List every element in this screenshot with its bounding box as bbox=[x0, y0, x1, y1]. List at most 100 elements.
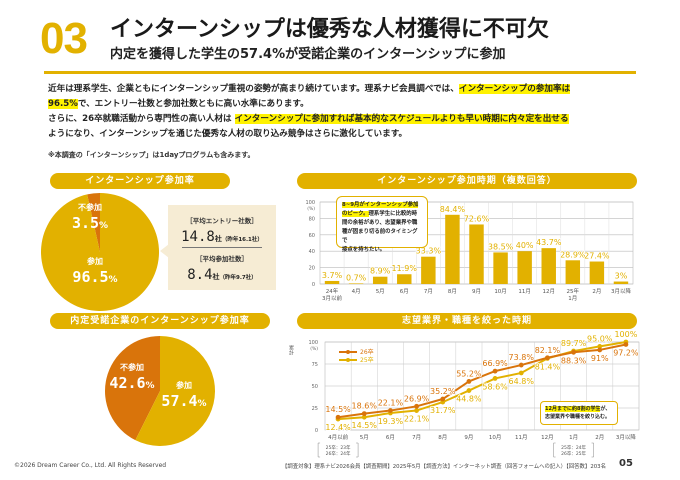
copyright: ©2026 Dream Career Co., Ltd. All Rights … bbox=[14, 462, 167, 469]
line-x-tick-label: 6月 bbox=[386, 434, 395, 441]
pie1-no-unit: % bbox=[99, 221, 109, 231]
pie1-no-label: 不参加 bbox=[78, 203, 102, 212]
callout-line: 間の余裕があり、志望業界や職 bbox=[342, 220, 418, 226]
bar-value-label: 0.7% bbox=[346, 273, 367, 282]
line-x-tick-label: 7月 bbox=[412, 434, 421, 441]
line-value-label: 19.3% bbox=[378, 417, 404, 426]
bar bbox=[324, 280, 340, 284]
pie1-yes-label: 参加 bbox=[87, 257, 103, 266]
year-note-start-line-2: 26卒：24年 bbox=[326, 450, 351, 457]
bar-value-label: 43.7% bbox=[536, 238, 562, 247]
bar-y-tick-label: 100 bbox=[305, 200, 315, 206]
bar-value-label: 33.3% bbox=[416, 247, 442, 256]
timing-panel-title: インターンシップ参加時期（複数回答） bbox=[297, 173, 637, 189]
section-number: 03 bbox=[40, 14, 88, 63]
avg-join-prev: （昨年9.7社） bbox=[219, 275, 257, 281]
line-value-label: 22.1% bbox=[404, 415, 430, 424]
line-point bbox=[414, 408, 419, 413]
bar-x-tick-label: 24年 bbox=[326, 287, 339, 295]
highlight-text: 96.5% bbox=[48, 99, 78, 109]
avg-entry-prev: （昨年16.1社） bbox=[221, 237, 263, 243]
line-x-tick-label: 8月 bbox=[438, 434, 447, 441]
bar-x-tick-label: 4月 bbox=[352, 288, 361, 295]
bar bbox=[469, 224, 484, 284]
bar-value-label: 38.5% bbox=[488, 242, 514, 251]
line-series-26 bbox=[337, 343, 627, 419]
intro-text: ようになり、インターンシップを通じた優秀な人材の取り込み競争はさらに激化していま… bbox=[48, 129, 408, 139]
line-x-tick-label: 9月 bbox=[464, 434, 473, 441]
avg-box-pointer bbox=[160, 244, 169, 258]
line-value-label: 100% bbox=[614, 330, 637, 339]
avg-join-value: 8.4 bbox=[187, 267, 213, 283]
line-x-tick-label: 12月 bbox=[541, 434, 554, 441]
line-value-label: 22.1% bbox=[378, 399, 404, 408]
line-point bbox=[597, 344, 603, 349]
intro-text: で、エントリー社数と参加社数ともに高い水準にあります。 bbox=[77, 99, 309, 109]
line-value-label: 14.5% bbox=[325, 405, 351, 414]
line-value-label: 55.2% bbox=[456, 369, 482, 378]
bar bbox=[397, 274, 412, 284]
line-value-label: 18.6% bbox=[352, 402, 378, 411]
bar-x-tick-label: 7月 bbox=[424, 288, 433, 295]
legend-label: 25卒 bbox=[360, 356, 374, 364]
pie2-label-no: 不参加 42.6% bbox=[104, 362, 160, 392]
callout-highlight: 8~9月がインターンシップ参加 bbox=[342, 202, 419, 208]
bar-y-axis-label: (%) bbox=[307, 206, 315, 212]
bar-y-tick-label: 20 bbox=[309, 266, 315, 272]
line-x-tick-label: 1月 bbox=[569, 434, 578, 441]
bar-x-tick-label: 9月 bbox=[472, 288, 481, 295]
year-note-jan-line-2: 26卒：25年 bbox=[561, 450, 586, 457]
intro-line-1: 近年は理系学生、企業ともにインターンシップ重視の姿勢が高まり続けています。理系ナ… bbox=[48, 82, 640, 97]
bar bbox=[421, 256, 436, 284]
line-point bbox=[518, 362, 524, 368]
pie1-yes-unit: % bbox=[108, 275, 118, 285]
line-value-label: 89.7% bbox=[561, 339, 587, 348]
pie1-no-value: 3.5 bbox=[71, 214, 100, 232]
bar-value-label: 72.6% bbox=[464, 214, 490, 223]
callout-line: 接点を持ちたい。 bbox=[342, 247, 386, 253]
intro-line-2: 96.5%で、エントリー社数と参加社数ともに高い水準にあります。 bbox=[48, 97, 640, 112]
bar-value-label: 3% bbox=[615, 272, 628, 281]
intro-text: さらに、26卒就職活動から専門性の高い人材は bbox=[48, 114, 235, 124]
line-point bbox=[623, 342, 629, 347]
bar-value-label: 28.9% bbox=[560, 250, 586, 259]
line-value-label: 12.4% bbox=[325, 423, 351, 432]
participation-panel-title: インターンシップ参加率 bbox=[50, 173, 230, 189]
pie2-no-unit: % bbox=[145, 381, 155, 391]
line-y-axis-label: 累計 bbox=[288, 345, 294, 356]
legend-marker bbox=[346, 350, 350, 354]
line-point bbox=[440, 396, 446, 402]
line-value-label: 95.0% bbox=[587, 334, 613, 343]
bar-y-tick-label: 40 bbox=[309, 249, 315, 255]
bar-value-label: 3.7% bbox=[322, 271, 343, 280]
pie1-label-yes: 参加 96.5% bbox=[62, 256, 128, 286]
intro-line-3: さらに、26卒就職活動から専門性の高い人材は インターンシップに参加すれば基本的… bbox=[48, 112, 640, 127]
line-point bbox=[466, 379, 472, 384]
acceptance-pie-chart bbox=[105, 336, 215, 446]
intro-paragraph: 近年は理系学生、企業ともにインターンシップ重視の姿勢が高まり続けています。理系ナ… bbox=[48, 82, 640, 142]
line-y-unit-label: (%) bbox=[310, 346, 318, 352]
pie2-slice-no bbox=[105, 336, 160, 441]
pie2-yes-label: 参加 bbox=[176, 381, 192, 390]
page-number: 05 bbox=[619, 458, 633, 469]
line-point bbox=[361, 411, 367, 417]
line-value-label: 35.2% bbox=[430, 387, 456, 396]
callout-text: が、 bbox=[600, 406, 611, 412]
line-point bbox=[492, 376, 498, 381]
line-y-tick-label: 25 bbox=[312, 406, 318, 412]
bar-y-tick-label: 60 bbox=[309, 233, 315, 239]
bar-x-tick-label: 5月 bbox=[376, 288, 385, 295]
line-y-tick-label: 50 bbox=[312, 384, 318, 390]
bar bbox=[541, 248, 556, 284]
pie1-slice-no bbox=[87, 193, 100, 252]
line-value-label: 88.3% bbox=[561, 356, 587, 365]
line-series-25 bbox=[338, 341, 627, 421]
callout-line: のピーク。理系学生に比較的時 bbox=[342, 210, 422, 219]
line-x-tick-label: 11月 bbox=[515, 434, 528, 441]
callout-line: 志望業界や職種を絞り込む。 bbox=[545, 414, 611, 420]
callout-line: 種が固まり切る前のタイミングで bbox=[342, 229, 418, 244]
narrowing-panel-title: 志望業界・職種を絞った時期 bbox=[297, 313, 637, 329]
page-subtitle: 内定を獲得した学生の57.4%が受諾企業のインターンシップに参加 bbox=[110, 47, 506, 62]
highlight-text: インターンシップの参加率は bbox=[458, 84, 571, 94]
